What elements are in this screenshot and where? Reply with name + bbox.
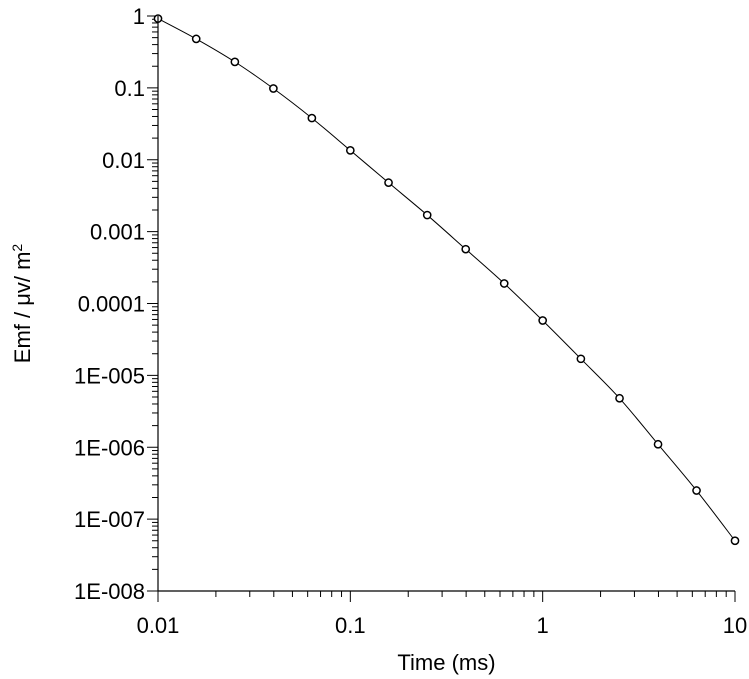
y-tick-label: 0.001 xyxy=(90,220,145,245)
data-point xyxy=(615,393,624,403)
y-axis-title-superscript: 2 xyxy=(9,244,25,252)
x-tick-label: 10 xyxy=(723,613,747,638)
y-tick-label: 1E-008 xyxy=(74,579,145,604)
y-axis-title-main: Emf / μv/ m xyxy=(10,252,35,364)
series-markers xyxy=(153,14,740,546)
y-tick-label: 1E-006 xyxy=(74,435,145,460)
series-line xyxy=(157,18,736,542)
y-tick-label: 0.0001 xyxy=(78,292,145,317)
data-point xyxy=(345,146,355,155)
x-tick-label: 1 xyxy=(537,613,549,638)
data-point xyxy=(384,178,393,188)
data-point xyxy=(269,84,278,93)
y-tick-label: 1E-007 xyxy=(74,507,145,532)
data-point xyxy=(307,113,317,123)
x-tick-label: 0.01 xyxy=(137,613,180,638)
data-point xyxy=(422,210,432,220)
data-point xyxy=(538,316,548,325)
data-point xyxy=(653,439,663,449)
y-tick-label: 1 xyxy=(133,4,145,29)
data-point xyxy=(576,354,586,364)
data-point xyxy=(499,279,509,288)
x-tick-label: 0.1 xyxy=(335,613,366,638)
y-tick-label: 1E-005 xyxy=(74,363,145,388)
data-point xyxy=(230,57,240,67)
axis-ticks xyxy=(147,15,736,602)
y-axis-title: Emf / μv/ m2 xyxy=(9,244,35,364)
y-tick-label: 0.01 xyxy=(102,148,145,173)
data-point xyxy=(692,486,701,495)
data-point xyxy=(730,536,740,546)
data-point xyxy=(191,34,201,44)
data-point xyxy=(461,244,471,254)
y-tick-label: 0.1 xyxy=(114,76,145,101)
tick-labels: 0.01 0.1 1 10 1 0.1 0.01 0.001 0.0001 1E-005 1E-00… xyxy=(74,4,747,638)
x-axis-title: Time (ms) xyxy=(397,650,495,675)
